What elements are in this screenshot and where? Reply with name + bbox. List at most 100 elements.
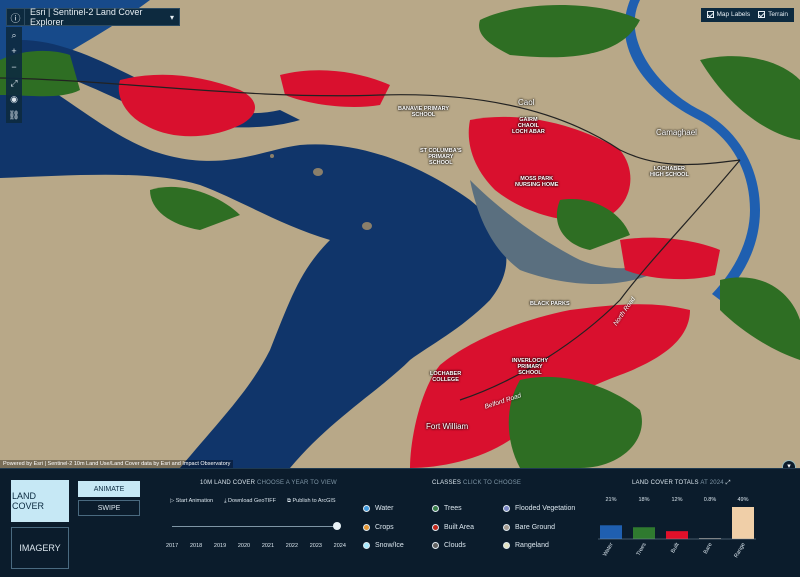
- bar-bare[interactable]: [699, 538, 721, 539]
- land-cover-button[interactable]: LAND COVER: [11, 480, 69, 522]
- totals-heading-text: LAND COVER TOTALS: [632, 480, 699, 486]
- search-icon[interactable]: ⌕: [11, 30, 17, 40]
- place-label: MOSS PARK NURSING HOME: [515, 176, 559, 188]
- download-icon: ⤓: [224, 498, 229, 504]
- checkbox-checked-icon: [758, 11, 766, 19]
- chevron-down-icon[interactable]: ▾: [169, 12, 174, 22]
- place-label: BLACK PARKS: [530, 301, 570, 307]
- class-label: Built Area: [444, 524, 474, 531]
- place-label: LOCHABER HIGH SCHOOL: [650, 166, 689, 178]
- map-canvas[interactable]: [0, 0, 800, 468]
- link-icon[interactable]: ⛓: [8, 110, 20, 120]
- year-actions: ▷ Start Animation ⤓ Download GeoTIFF ⧉ P…: [170, 498, 336, 505]
- bar-category-label: Water: [602, 542, 615, 558]
- bar-data-label: 12%: [671, 497, 682, 503]
- totals-hint: AT 2024: [700, 480, 724, 486]
- class-trees[interactable]: Trees: [432, 505, 462, 512]
- year-tick-2023[interactable]: 2023: [309, 543, 322, 549]
- start-animation-label: Start Animation: [175, 498, 214, 504]
- year-tick-2021[interactable]: 2021: [261, 543, 275, 549]
- map-view[interactable]: BANAVIE PRIMARY SCHOOL GAIRM CHAOIL LOCH …: [0, 0, 800, 468]
- class-flooded-vegetation[interactable]: Flooded Vegetation: [503, 505, 575, 512]
- app-title: Esri | Sentinel-2 Land Cover Explorer: [30, 7, 143, 27]
- class-label: Bare Ground: [515, 524, 556, 531]
- class-swatch-icon: [363, 542, 370, 549]
- map-attribution: Powered by Esri | Sentinel-2 10m Land Us…: [0, 460, 234, 468]
- bar-data-label: 18%: [638, 497, 649, 503]
- info-icon[interactable]: ⓘ: [7, 9, 25, 25]
- terrain-label: Terrain: [768, 11, 788, 19]
- class-built-area[interactable]: Built Area: [432, 524, 474, 531]
- class-swatch-icon: [503, 524, 510, 531]
- land-cover-totals-chart: 21% Water 18% Trees 12% Built 0.8% Bare 49% Range: [598, 497, 756, 559]
- bottom-panel: LAND COVER IMAGERY ANIMATE SWIPE 10M LAN…: [0, 468, 800, 576]
- map-toolbar: ⌕ + − ⤢ ◉ ⛓: [6, 27, 22, 123]
- year-slider-track[interactable]: [172, 526, 338, 527]
- animate-button[interactable]: ANIMATE: [78, 481, 140, 497]
- publish-arcgis-link[interactable]: ⧉ Publish to ArcGIS: [287, 498, 336, 505]
- class-swatch-icon: [432, 505, 439, 512]
- layer-toggles: Map Labels Terrain: [700, 8, 794, 22]
- classes-hint: CLICK TO CHOOSE: [462, 480, 522, 486]
- year-tick-2020[interactable]: 2020: [237, 543, 251, 549]
- year-tick-2022[interactable]: 2022: [285, 543, 299, 549]
- town-label: Camaghael: [656, 128, 697, 137]
- land-cover-heading-text: 10M LAND COVER: [200, 480, 256, 486]
- year-ticks: 2017 2018 2019 2020 2021 2022 2023 2024: [166, 543, 346, 549]
- land-cover-hint: CHOOSE A YEAR TO VIEW: [257, 480, 337, 486]
- class-clouds[interactable]: Clouds: [432, 542, 466, 549]
- bar-category-label: Built: [670, 542, 681, 555]
- town-label: Fort William: [426, 422, 469, 431]
- year-tick-2017[interactable]: 2017: [166, 543, 179, 549]
- terrain-toggle[interactable]: Terrain: [758, 11, 788, 19]
- collapse-panel-button[interactable]: ▾: [782, 460, 796, 468]
- classes-heading-text: CLASSES: [432, 480, 462, 486]
- year-slider-handle[interactable]: [333, 522, 341, 530]
- fullscreen-icon[interactable]: ⤢: [10, 78, 18, 88]
- imagery-button[interactable]: IMAGERY: [11, 527, 69, 569]
- checkbox-checked-icon: [706, 11, 714, 19]
- map-labels-label: Map Labels: [716, 11, 751, 19]
- chevron-down-icon: ▾: [787, 463, 791, 468]
- class-swatch-icon: [503, 505, 510, 512]
- external-link-icon: ⧉: [287, 498, 293, 504]
- class-water[interactable]: Water: [363, 505, 393, 512]
- bar-water[interactable]: [600, 525, 622, 539]
- place-label: INVERLOCHY PRIMARY SCHOOL: [512, 358, 549, 376]
- zoom-out-icon[interactable]: −: [11, 62, 17, 72]
- bar-category-label: Bare: [703, 542, 714, 555]
- bar-range[interactable]: [732, 507, 754, 539]
- class-label: Water: [375, 505, 394, 512]
- swipe-button[interactable]: SWIPE: [78, 500, 140, 516]
- class-label: Rangeland: [515, 542, 549, 549]
- class-crops[interactable]: Crops: [363, 524, 394, 531]
- camera-icon[interactable]: ◉: [10, 94, 18, 104]
- class-rangeland[interactable]: Rangeland: [503, 542, 549, 549]
- bar-category-label: Range: [733, 542, 746, 559]
- bar-built[interactable]: [666, 531, 688, 539]
- zoom-in-icon[interactable]: +: [11, 46, 17, 56]
- bar-data-label: 21%: [605, 497, 616, 503]
- year-tick-2024[interactable]: 2024: [333, 543, 346, 549]
- download-geotiff-link[interactable]: ⤓ Download GeoTIFF: [224, 498, 276, 505]
- bar-trees[interactable]: [633, 527, 655, 539]
- bar-data-label: 49%: [737, 497, 748, 503]
- year-tick-2018[interactable]: 2018: [189, 543, 203, 549]
- map-labels-toggle[interactable]: Map Labels: [706, 11, 751, 19]
- land-cover-heading: 10M LAND COVER CHOOSE A YEAR TO VIEW: [200, 480, 337, 486]
- app-title-bar[interactable]: ⓘ Esri | Sentinel-2 Land Cover Explorer …: [6, 7, 180, 27]
- class-swatch-icon: [363, 524, 370, 531]
- start-animation-link[interactable]: ▷ Start Animation: [170, 498, 213, 505]
- place-label: GAIRM CHAOIL LOCH ABAR: [512, 117, 545, 135]
- class-label: Trees: [444, 505, 462, 512]
- download-geotiff-label: Download GeoTIFF: [228, 498, 277, 504]
- class-swatch-icon: [432, 524, 439, 531]
- bar-category-label: Trees: [636, 542, 648, 557]
- place-label: BANAVIE PRIMARY SCHOOL: [398, 106, 450, 118]
- year-tick-2019[interactable]: 2019: [213, 543, 227, 549]
- class-bare-ground[interactable]: Bare Ground: [503, 524, 555, 531]
- class-swatch-icon: [503, 542, 510, 549]
- expand-icon[interactable]: ⤢: [725, 480, 731, 486]
- class-label: Snow/Ice: [375, 542, 404, 549]
- class-snow-ice[interactable]: Snow/Ice: [363, 542, 404, 549]
